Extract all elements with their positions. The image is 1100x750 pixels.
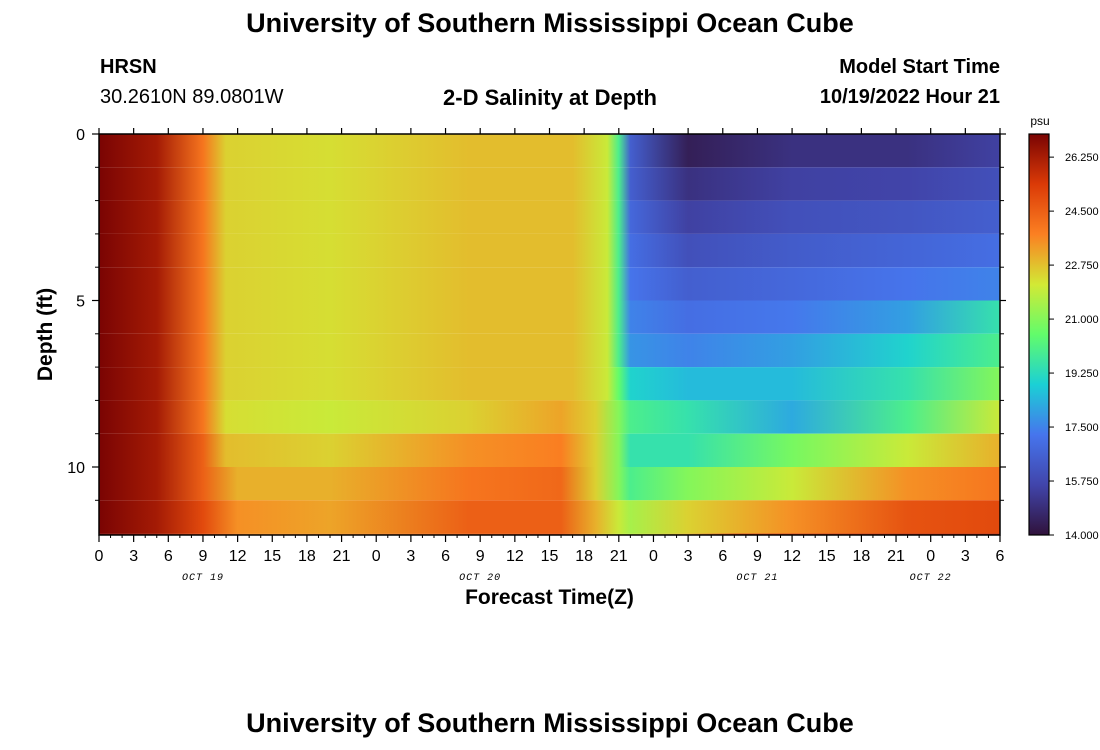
x-tick-label: 15 — [541, 548, 559, 565]
station-coordinates: 30.2610N 89.0801W — [100, 86, 284, 108]
y-tick-label: 10 — [67, 460, 85, 477]
depth-layer-band — [99, 300, 1000, 334]
x-tick-label: 18 — [852, 548, 870, 565]
colorbar-scale — [1028, 133, 1050, 536]
x-tick-label: 6 — [996, 548, 1005, 565]
date-label: OCT 22 — [910, 573, 952, 584]
axes: 0 3 6 9 12 15 18 21 0 3 6 9 12 15 18 21 0 3 6 9 12 15 18 21 0 3 6O… — [34, 127, 1006, 609]
y-tick-label: 0 — [76, 127, 85, 144]
x-tick-label: 15 — [818, 548, 836, 565]
date-label: OCT 21 — [736, 573, 778, 584]
colorbar-tick-label: 19.250 — [1065, 368, 1099, 380]
depth-layer-band — [99, 333, 1000, 368]
x-tick-label: 3 — [961, 548, 970, 565]
x-tick-label: 9 — [476, 548, 485, 565]
x-tick-label: 21 — [610, 548, 628, 565]
depth-layer-band — [99, 267, 1000, 301]
colorbar-tick-label: 26.250 — [1065, 152, 1099, 164]
y-tick-label: 5 — [76, 294, 85, 311]
depth-layer-band — [99, 500, 1000, 534]
x-tick-label: 6 — [164, 548, 173, 565]
colorbar: psu 26.250 24.500 22.750 21.000 19.250 17.500 1… — [1028, 114, 1099, 542]
depth-layer-band — [99, 134, 1000, 168]
x-tick-label: 12 — [506, 548, 524, 565]
colorbar-tick-label: 15.750 — [1065, 476, 1099, 488]
x-tick-label: 18 — [575, 548, 593, 565]
x-tick-label: 9 — [753, 548, 762, 565]
model-start-time: 10/19/2022 Hour 21 — [819, 86, 1000, 108]
colorbar-tick-label: 24.500 — [1065, 206, 1099, 218]
x-tick-label: 0 — [926, 548, 935, 565]
colorbar-tick-label: 21.000 — [1065, 314, 1099, 326]
x-tick-label: 6 — [718, 548, 727, 565]
chart-subtitle: 2-D Salinity at Depth — [443, 85, 657, 110]
depth-layer-band — [99, 167, 1000, 201]
x-axis-title: Forecast Time(Z) — [465, 586, 634, 609]
colorbar-tick-label: 14.000 — [1065, 530, 1099, 542]
x-tick-label: 0 — [372, 548, 381, 565]
x-tick-label: 3 — [129, 548, 138, 565]
x-tick-label: 21 — [333, 548, 351, 565]
x-tick-label: 0 — [95, 548, 104, 565]
x-tick-label: 15 — [263, 548, 281, 565]
x-tick-label: 12 — [783, 548, 801, 565]
page-title: University of Southern Mississippi Ocean… — [246, 8, 854, 38]
x-tick-label: 3 — [684, 548, 693, 565]
x-tick-label: 9 — [199, 548, 208, 565]
repeat-title: University of Southern Mississippi Ocean… — [246, 708, 854, 738]
x-tick-label: 3 — [406, 548, 415, 565]
y-axis-title: Depth (ft) — [34, 288, 57, 381]
colorbar-tick-label: 22.750 — [1065, 260, 1099, 272]
colorbar-unit: psu — [1030, 114, 1049, 128]
date-label: OCT 19 — [182, 573, 224, 584]
depth-layer-band — [99, 367, 1000, 401]
depth-layer-band — [99, 433, 1000, 467]
station-name: HRSN — [100, 56, 157, 78]
heatmap-layers — [99, 134, 1000, 535]
date-label: OCT 20 — [459, 573, 501, 584]
model-start-label: Model Start Time — [839, 56, 1000, 78]
x-tick-label: 0 — [649, 548, 658, 565]
x-tick-label: 6 — [441, 548, 450, 565]
x-tick-label: 21 — [887, 548, 905, 565]
x-tick-label: 12 — [229, 548, 247, 565]
colorbar-tick-label: 17.500 — [1065, 422, 1099, 434]
depth-layer-band — [99, 233, 1000, 268]
depth-layer-band — [99, 400, 1000, 434]
x-tick-label: 18 — [298, 548, 316, 565]
depth-layer-band — [99, 467, 1000, 501]
depth-layer-band — [99, 200, 1000, 234]
